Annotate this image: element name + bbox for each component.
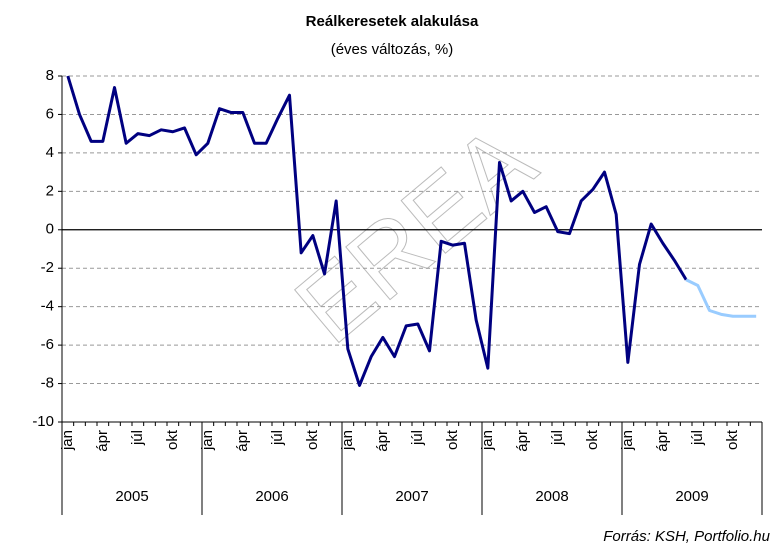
x-tick-label: jan bbox=[619, 430, 636, 451]
y-tick-label: -8 bbox=[41, 375, 54, 392]
x-tick-label: júl bbox=[129, 430, 146, 446]
year-label: 2007 bbox=[395, 488, 428, 505]
y-tick-label: -2 bbox=[41, 259, 54, 276]
x-tick-label: jan bbox=[339, 430, 356, 451]
y-tick-label: -6 bbox=[41, 336, 54, 353]
x-tick-label: ápr bbox=[514, 430, 531, 452]
x-tick-label: okt bbox=[304, 429, 321, 450]
y-tick-label: 4 bbox=[46, 144, 54, 161]
x-tick-label: júl bbox=[689, 430, 706, 446]
x-tick-label: jan bbox=[479, 430, 496, 451]
x-tick-label: ápr bbox=[374, 430, 391, 452]
year-label: 2006 bbox=[255, 488, 288, 505]
year-label: 2005 bbox=[115, 488, 148, 505]
series-line bbox=[685, 278, 757, 318]
year-label: 2008 bbox=[535, 488, 568, 505]
source: Forrás: KSH, Portfolio.hu bbox=[603, 528, 770, 545]
x-tick-label: ápr bbox=[654, 430, 671, 452]
chart-title: Reálkeresetek alakulása bbox=[306, 13, 479, 30]
y-tick-label: 2 bbox=[46, 182, 54, 199]
x-tick-label: ápr bbox=[234, 430, 251, 452]
x-tick-label: okt bbox=[164, 429, 181, 450]
y-tick-label: -4 bbox=[41, 298, 54, 315]
y-tick-label: -10 bbox=[32, 413, 54, 430]
y-tick-label: 0 bbox=[46, 221, 54, 238]
x-tick-label: jan bbox=[59, 430, 76, 451]
x-tick-label: okt bbox=[724, 429, 741, 450]
series-line bbox=[66, 75, 688, 387]
year-label: 2009 bbox=[675, 488, 708, 505]
x-tick-label: ápr bbox=[94, 430, 111, 452]
x-tick-label: okt bbox=[584, 429, 601, 450]
x-tick-label: jan bbox=[199, 430, 216, 451]
x-tick-label: júl bbox=[409, 430, 426, 446]
x-tick-label: júl bbox=[549, 430, 566, 446]
x-tick-label: júl bbox=[269, 430, 286, 446]
y-tick-label: 6 bbox=[46, 105, 54, 122]
chart-subtitle: (éves változás, %) bbox=[331, 41, 454, 58]
y-tick-label: 8 bbox=[46, 67, 54, 84]
x-tick-label: okt bbox=[444, 429, 461, 450]
